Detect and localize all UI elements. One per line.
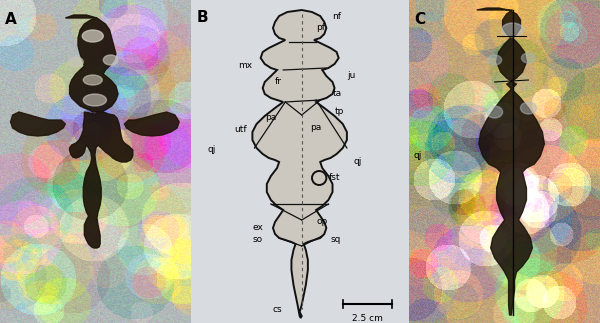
Text: ju: ju xyxy=(347,71,355,80)
Text: pa: pa xyxy=(265,113,276,122)
Text: ex: ex xyxy=(253,224,263,233)
Text: op: op xyxy=(316,217,328,226)
Text: qj: qj xyxy=(353,158,361,166)
Text: A: A xyxy=(5,12,17,27)
Polygon shape xyxy=(253,10,347,318)
Ellipse shape xyxy=(103,55,118,65)
Ellipse shape xyxy=(487,106,503,118)
Ellipse shape xyxy=(68,57,83,67)
Polygon shape xyxy=(11,112,65,136)
Text: nf: nf xyxy=(332,12,341,21)
Polygon shape xyxy=(477,8,544,315)
Text: C: C xyxy=(414,12,425,27)
Text: ta: ta xyxy=(332,89,341,99)
Text: mx: mx xyxy=(238,61,252,70)
Text: B: B xyxy=(197,10,209,25)
Text: sq: sq xyxy=(331,235,341,245)
Text: 2.5 cm: 2.5 cm xyxy=(352,314,383,323)
Text: so: so xyxy=(253,235,263,245)
Text: utf: utf xyxy=(234,126,247,134)
Text: fst: fst xyxy=(328,173,340,182)
Ellipse shape xyxy=(83,94,106,106)
Polygon shape xyxy=(65,15,133,248)
Text: qj: qj xyxy=(207,145,215,154)
Text: pf: pf xyxy=(316,24,325,33)
Ellipse shape xyxy=(521,102,536,114)
Ellipse shape xyxy=(82,30,103,42)
Ellipse shape xyxy=(488,55,502,65)
Text: qj: qj xyxy=(413,151,422,160)
Polygon shape xyxy=(124,112,179,136)
Ellipse shape xyxy=(83,75,102,85)
Ellipse shape xyxy=(521,53,535,63)
Text: fr: fr xyxy=(275,78,282,87)
Text: cs: cs xyxy=(273,306,283,315)
Ellipse shape xyxy=(502,23,523,37)
Text: tp: tp xyxy=(335,108,344,117)
Text: pa: pa xyxy=(310,123,321,132)
